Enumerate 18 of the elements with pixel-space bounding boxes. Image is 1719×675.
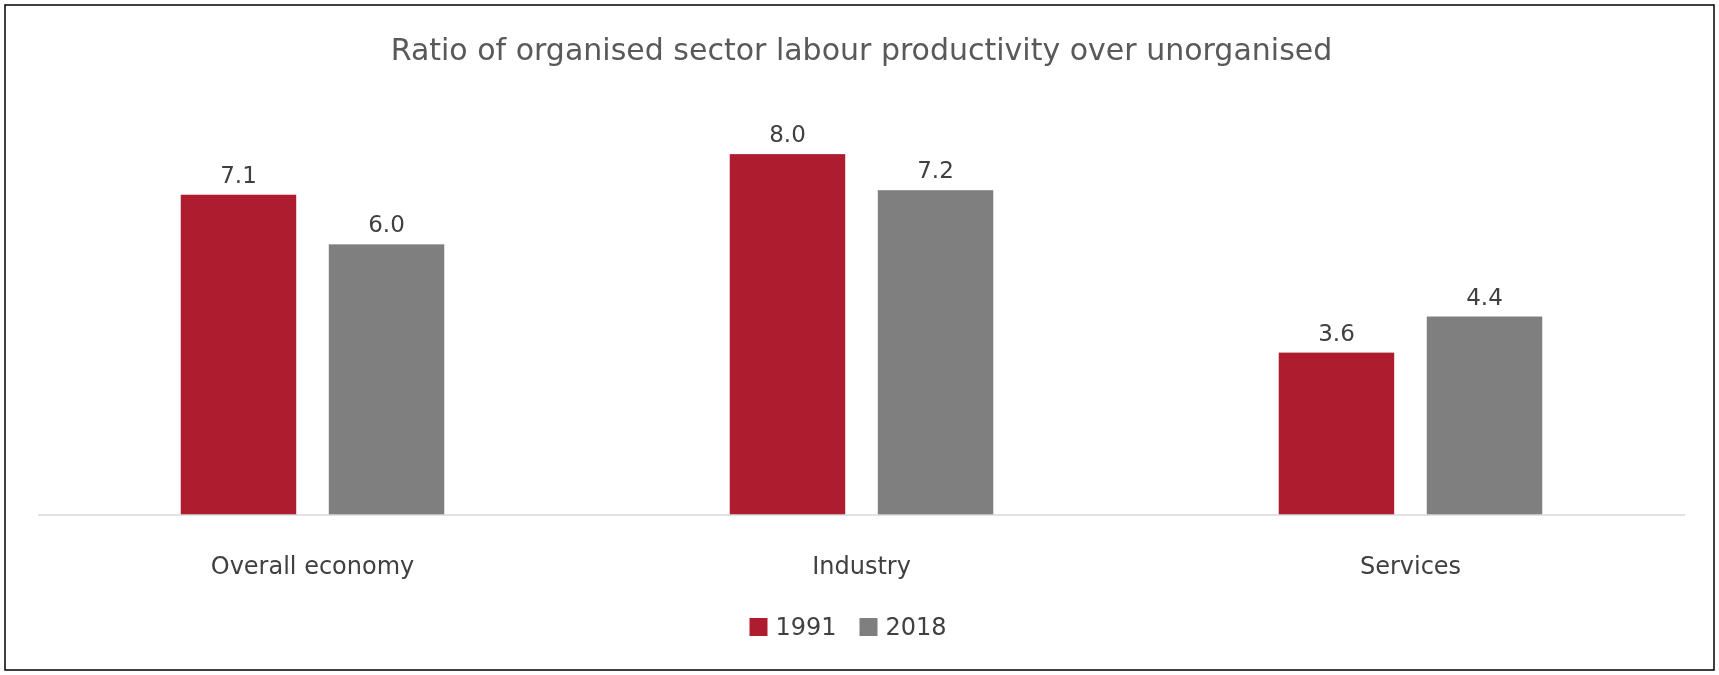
bar	[1278, 352, 1395, 515]
x-tick-label: Overall economy	[210, 552, 415, 580]
legend-label: 2018	[885, 613, 947, 641]
data-label: 4.4	[1466, 283, 1503, 310]
bar	[1426, 316, 1543, 515]
x-tick-label: Industry	[812, 552, 911, 580]
bar	[328, 244, 445, 515]
bar	[729, 154, 846, 515]
data-label: 6.0	[368, 211, 405, 238]
chart-title: Ratio of organised sector labour productivity over unorganised	[390, 32, 1333, 67]
data-label: 7.1	[220, 161, 257, 188]
bar	[180, 194, 297, 515]
data-label: 8.0	[769, 121, 806, 148]
data-label: 7.2	[917, 157, 954, 184]
x-tick-label: Services	[1359, 552, 1462, 580]
legend-label: 1991	[775, 613, 837, 641]
bar	[877, 190, 994, 515]
data-label: 3.6	[1318, 319, 1355, 346]
